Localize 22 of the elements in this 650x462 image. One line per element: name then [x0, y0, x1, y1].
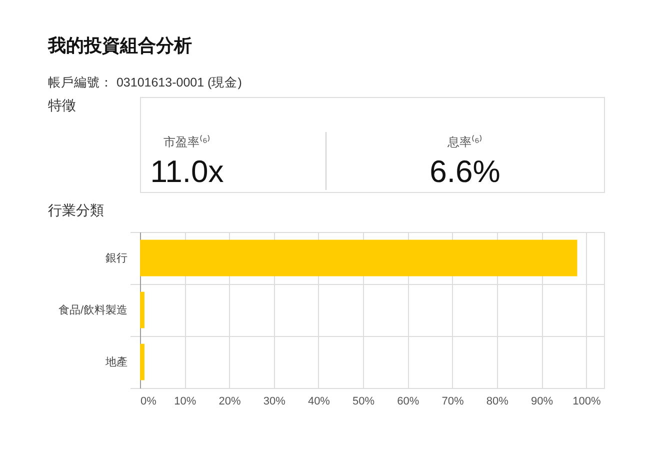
x-tick-label: 80% — [486, 396, 509, 408]
x-tick-label: 90% — [531, 396, 554, 408]
text: 帳戶編號： 03101613-0001 (現金) — [48, 76, 242, 90]
text: 市盈率⁽⁶⁾ — [164, 135, 210, 149]
text: 11.0x — [150, 154, 224, 189]
x-tick-label: 20% — [218, 396, 241, 408]
x-tick-label: 30% — [263, 396, 286, 408]
y-tick-label: 地產 — [104, 356, 128, 368]
text: 6.6% — [430, 154, 500, 189]
x-tick-label: 100% — [572, 396, 601, 408]
x-tick-label: 50% — [352, 396, 375, 408]
text: 我的投資組合分析 — [47, 36, 192, 56]
y-tick-label: 食品/飲料製造 — [58, 304, 128, 316]
y-tick-label: 銀行 — [106, 252, 128, 264]
text: 息率⁽⁶⁾ — [446, 135, 482, 149]
x-tick-label: 0% — [140, 396, 157, 408]
x-tick-label: 60% — [397, 396, 420, 408]
text: 特徵 — [48, 97, 76, 113]
x-tick-label: 10% — [174, 396, 196, 408]
x-tick-label: 40% — [308, 396, 330, 408]
chart-title: 行業分類 — [48, 202, 104, 218]
x-tick-label: 70% — [442, 396, 464, 408]
